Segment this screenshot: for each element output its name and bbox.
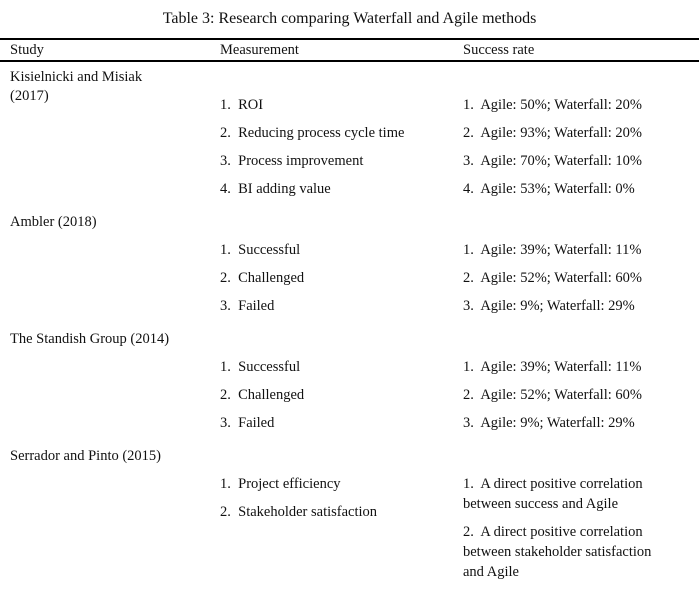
measurement-item: 2. Stakeholder satisfaction bbox=[220, 504, 378, 520]
success-rate-item: 3. Agile: 70%; Waterfall: 10% bbox=[463, 153, 642, 169]
table-header-row: Study Measurement Success rate bbox=[0, 38, 699, 62]
measurement-item: 1. Successful bbox=[220, 242, 301, 258]
success-rate-item: 1. Agile: 39%; Waterfall: 11% bbox=[463, 242, 642, 258]
column-header-study: Study bbox=[10, 42, 44, 58]
measurement-list: 1. Project efficiency 2. Stakeholder sat… bbox=[212, 441, 455, 590]
success-rate-list: 1. Agile: 39%; Waterfall: 11% 2. Agile: … bbox=[455, 324, 699, 441]
success-rate-item: 1. Agile: 39%; Waterfall: 11% bbox=[463, 359, 642, 375]
table-row: The Standish Group (2014) 1. Successful … bbox=[0, 324, 699, 441]
measurement-item: 1. Successful bbox=[220, 359, 301, 375]
measurement-item: 1. Project efficiency bbox=[220, 476, 341, 492]
success-rate-item: 3. Agile: 9%; Waterfall: 29% bbox=[463, 298, 635, 314]
table-row: Kisielnicki and Misiak (2017) 1. ROI 2. … bbox=[0, 62, 699, 207]
success-rate-list: 1. Agile: 39%; Waterfall: 11% 2. Agile: … bbox=[455, 207, 699, 324]
success-rate-item: 2. A direct positive correlation between… bbox=[463, 524, 652, 580]
measurement-item: 1. ROI bbox=[220, 97, 264, 113]
column-header-measurement: Measurement bbox=[220, 42, 299, 58]
measurement-item: 3. Failed bbox=[220, 298, 275, 314]
measurement-item: 2. Reducing process cycle time bbox=[220, 125, 405, 141]
measurement-item: 2. Challenged bbox=[220, 387, 305, 403]
measurement-list: 1. Successful 2. Challenged 3. Failed bbox=[212, 324, 455, 441]
measurement-item: 2. Challenged bbox=[220, 270, 305, 286]
table-row: Ambler (2018) 1. Successful 2. Challenge… bbox=[0, 207, 699, 324]
measurement-item: 3. Failed bbox=[220, 415, 275, 431]
success-rate-item: 1. A direct positive correlation between… bbox=[463, 476, 643, 512]
study-name: Ambler (2018) bbox=[10, 214, 97, 230]
measurement-item: 3. Process improvement bbox=[220, 153, 364, 169]
success-rate-item: 2. Agile: 93%; Waterfall: 20% bbox=[463, 125, 642, 141]
success-rate-item: 2. Agile: 52%; Waterfall: 60% bbox=[463, 387, 642, 403]
measurement-list: 1. Successful 2. Challenged 3. Failed bbox=[212, 207, 455, 324]
success-rate-item: 1. Agile: 50%; Waterfall: 20% bbox=[463, 97, 642, 113]
study-name: The Standish Group (2014) bbox=[10, 331, 170, 347]
study-name: Serrador and Pinto (2015) bbox=[10, 448, 162, 464]
table-title: Table 3: Research comparing Waterfall an… bbox=[162, 10, 537, 27]
column-header-success-rate: Success rate bbox=[463, 42, 535, 58]
measurement-list: 1. ROI 2. Reducing process cycle time 3.… bbox=[212, 62, 455, 207]
study-name: Kisielnicki and Misiak (2017) bbox=[10, 69, 143, 104]
success-rate-list: 1. A direct positive correlation between… bbox=[455, 441, 699, 590]
success-rate-item: 4. Agile: 53%; Waterfall: 0% bbox=[463, 181, 635, 197]
table-row: Serrador and Pinto (2015) 1. Project eff… bbox=[0, 441, 699, 590]
success-rate-list: 1. Agile: 50%; Waterfall: 20% 2. Agile: … bbox=[455, 62, 699, 207]
success-rate-item: 3. Agile: 9%; Waterfall: 29% bbox=[463, 415, 635, 431]
measurement-item: 4. BI adding value bbox=[220, 181, 331, 197]
success-rate-item: 2. Agile: 52%; Waterfall: 60% bbox=[463, 270, 642, 286]
